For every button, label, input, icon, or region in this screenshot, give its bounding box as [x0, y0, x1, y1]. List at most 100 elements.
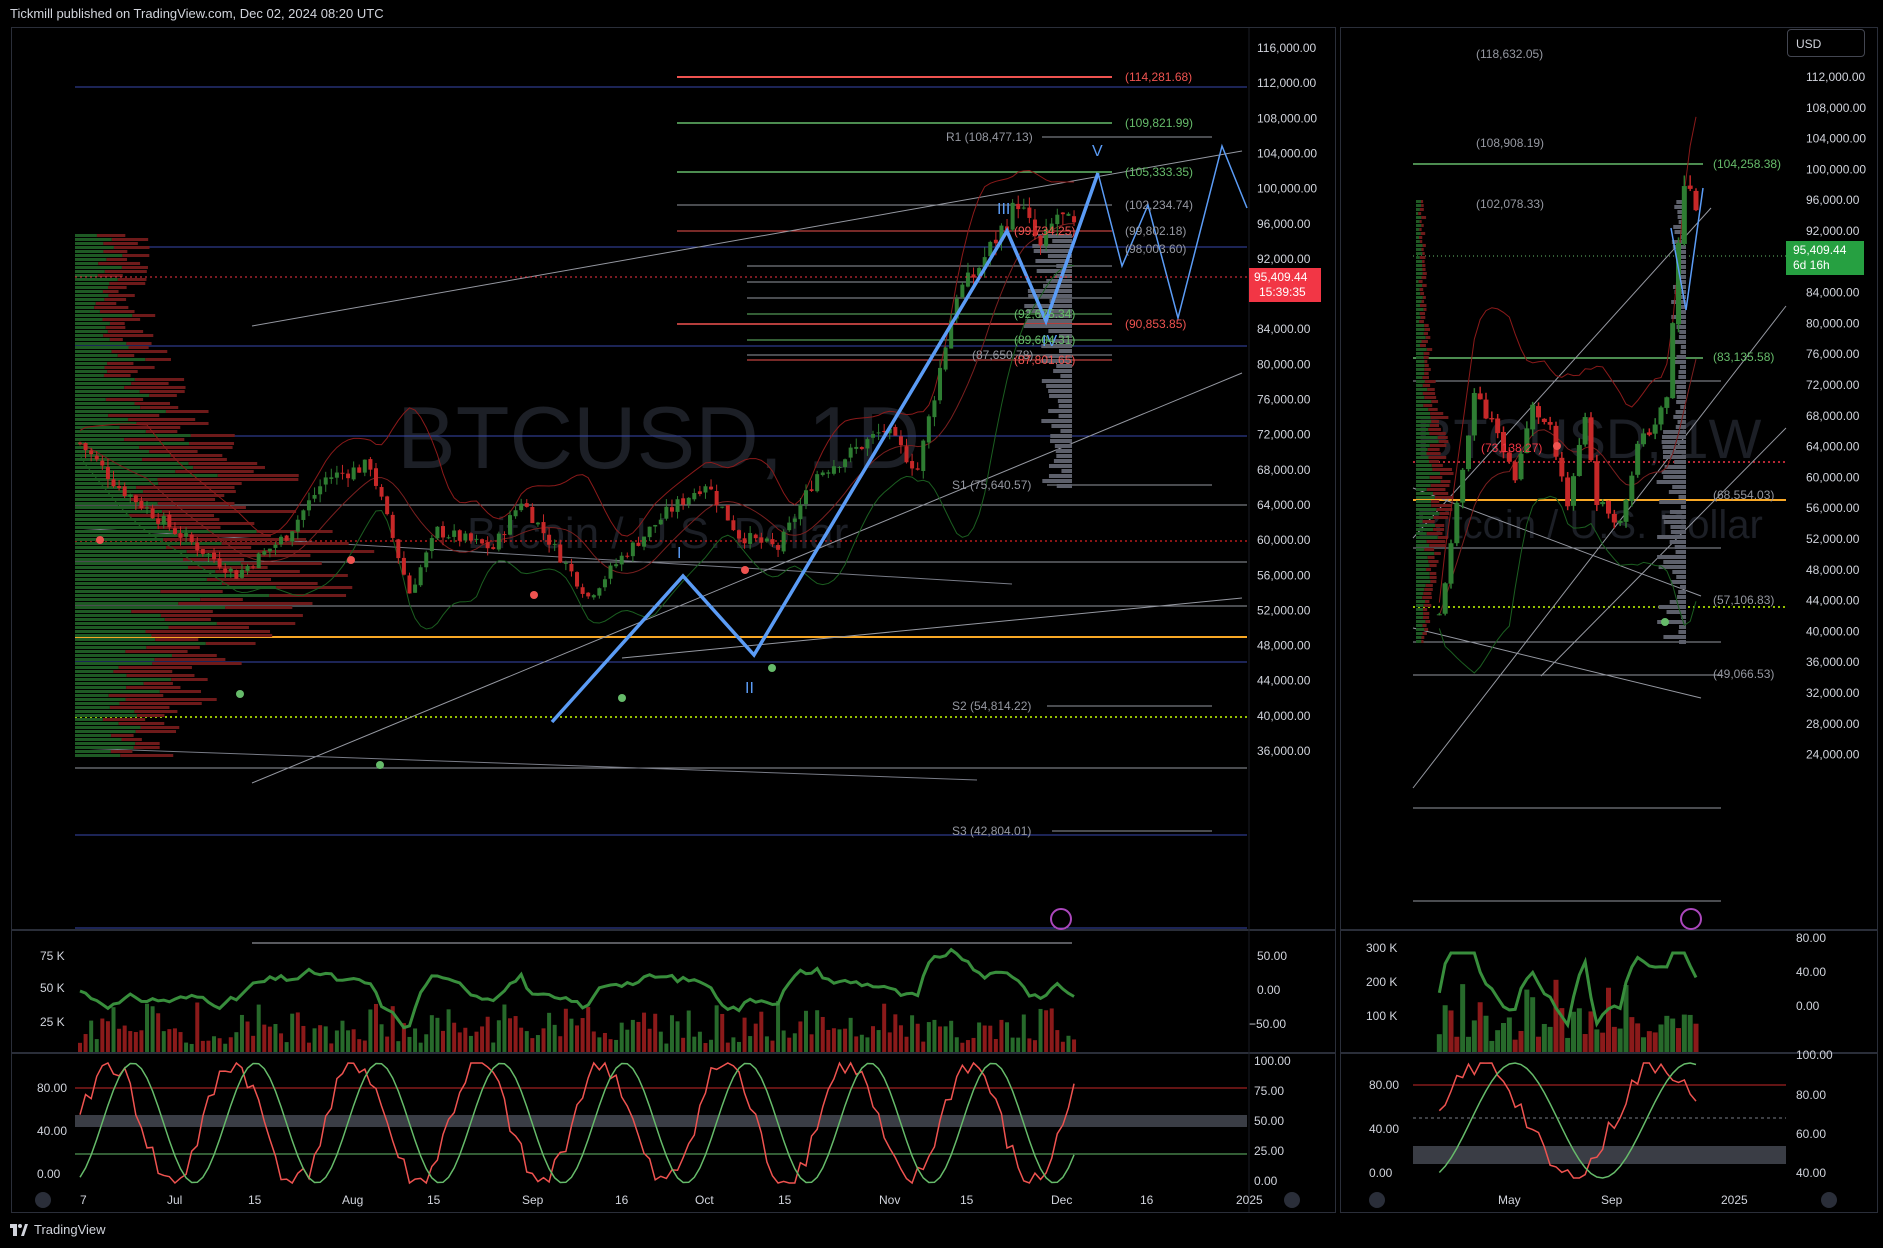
- left-session-vp-bar: [1025, 319, 1072, 323]
- left-vp-bar: [75, 594, 270, 597]
- left-volume-bar: [977, 1022, 982, 1052]
- right-chart-pane[interactable]: BTCUSD, 1W Bitcoin / U.S. Dollar (118,63…: [1340, 27, 1878, 1213]
- right-volume-bar: [1611, 1026, 1617, 1052]
- left-candle: [396, 539, 401, 559]
- right-vp-bar: [1416, 492, 1434, 495]
- left-vp-bar: [75, 750, 111, 753]
- right-vp-bar: [1422, 624, 1427, 627]
- left-candle: [809, 489, 814, 492]
- left-volume-bar: [882, 1003, 887, 1052]
- right-volume-bar: [1571, 1011, 1576, 1052]
- left-volume-bar: [457, 1032, 462, 1052]
- right-vp-bar: [1416, 248, 1422, 251]
- right-vp-bar: [1416, 356, 1424, 359]
- left-volume-bar: [569, 1018, 574, 1052]
- left-volume-bar: [251, 1035, 256, 1052]
- footer: TradingView: [10, 1222, 106, 1237]
- right-volume-bar: [1448, 1010, 1454, 1052]
- left-candle: [346, 473, 351, 479]
- left-vp-bar: [75, 470, 176, 473]
- svg-text:40.00: 40.00: [1796, 1166, 1826, 1180]
- right-vp-bar: [1416, 372, 1425, 375]
- right-time-tick: Sep: [1601, 1193, 1623, 1207]
- right-vp-bar: [1416, 548, 1425, 551]
- svg-text:200 K: 200 K: [1366, 975, 1397, 989]
- left-candle: [915, 468, 920, 470]
- left-volume-bar: [686, 1010, 691, 1052]
- right-volume-bar: [1617, 1028, 1623, 1052]
- left-candle: [938, 367, 943, 401]
- left-candle: [647, 526, 652, 538]
- left-volume-bar: [212, 1036, 217, 1052]
- right-vp-bar: [1416, 228, 1420, 231]
- left-chart-svg[interactable]: BTCUSD, 1D Bitcoin / U.S. Dollar: [12, 28, 1335, 1212]
- left-candle: [100, 460, 105, 466]
- right-time-axis[interactable]: May Sep 2025: [1498, 1193, 1748, 1207]
- left-vp-bar: [157, 478, 299, 481]
- left-candle: [145, 507, 150, 509]
- left-vp-bar: [200, 598, 243, 601]
- left-vp-bar: [133, 746, 160, 749]
- left-volume-bar: [848, 1017, 853, 1052]
- left-vp-bar: [95, 302, 117, 305]
- right-vp-bar: [1419, 256, 1426, 259]
- left-vp-bar: [75, 346, 129, 349]
- right-session-vp-bar: [1661, 440, 1686, 444]
- left-vp-bar: [165, 546, 252, 549]
- right-price-axis[interactable]: 112,000.00 108,000.00 104,000.00 100,000.00…: [1806, 70, 1866, 762]
- right-chart-svg[interactable]: BTCUSD, 1W Bitcoin / U.S. Dollar (118,63…: [1341, 28, 1877, 1212]
- wave-label-4: IV: [1042, 333, 1057, 350]
- left-lightning-icon[interactable]: [1050, 908, 1072, 930]
- right-z-button[interactable]: [1369, 1192, 1385, 1208]
- left-vp-bar: [146, 646, 200, 649]
- currency-selector[interactable]: USD: [1787, 29, 1865, 57]
- left-volume-bar: [949, 1020, 954, 1052]
- left-candle: [547, 534, 552, 545]
- right-vp-bar: [1416, 460, 1430, 463]
- left-time-axis[interactable]: 7 Jul 15 Aug 15 Sep 16 Oct 15 Nov 15 Dec 16 2025: [80, 1193, 1263, 1207]
- right-session-vp-bar: [1677, 210, 1686, 214]
- left-vp-bar: [75, 362, 108, 365]
- left-vp-bar: [160, 590, 223, 593]
- left-vp-bar: [75, 286, 109, 289]
- left-session-vp-bar: [1058, 334, 1072, 338]
- left-vp-bar: [75, 670, 114, 673]
- left-z-button[interactable]: [35, 1192, 51, 1208]
- svg-text:(90,853.85): (90,853.85): [1125, 317, 1186, 331]
- right-a-button[interactable]: [1821, 1192, 1837, 1208]
- left-volume-bar: [781, 1030, 786, 1052]
- left-a-button[interactable]: [1284, 1192, 1300, 1208]
- right-volume-bar: [1658, 1024, 1664, 1052]
- left-volume-bar: [871, 1026, 876, 1052]
- right-vp-bar: [1422, 520, 1435, 523]
- left-candle: [988, 241, 993, 257]
- right-vp-bar: [1424, 360, 1428, 363]
- left-vp-bar: [217, 474, 299, 477]
- right-lightning-icon[interactable]: [1680, 908, 1702, 930]
- left-chart-pane[interactable]: BTCUSD, 1D Bitcoin / U.S. Dollar: [11, 27, 1336, 1213]
- right-vp-bar: [1416, 388, 1428, 391]
- left-vp-bar: [103, 242, 138, 245]
- left-volume-bar: [200, 1040, 205, 1052]
- left-vp-bar: [75, 678, 172, 681]
- left-candle: [329, 477, 334, 479]
- left-price-axis[interactable]: 116,000.00 112,000.00 108,000.00 104,000.00…: [1257, 41, 1317, 758]
- left-candle: [725, 505, 730, 521]
- left-vp-bar: [75, 274, 98, 277]
- left-volume-bar: [172, 1028, 177, 1052]
- left-vp-bar: [190, 434, 235, 437]
- right-price-tick: 104,000.00: [1806, 132, 1866, 146]
- left-volume-bar: [714, 1005, 719, 1052]
- right-volume-bar: [1652, 1032, 1658, 1052]
- left-vp-bar: [102, 318, 141, 321]
- left-vp-bar: [75, 618, 165, 621]
- left-candle: [871, 434, 876, 438]
- left-time-tick: Jul: [167, 1193, 182, 1207]
- right-candle: [1611, 513, 1617, 523]
- right-rsi-line: [1437, 951, 1698, 1029]
- left-vp-bar: [75, 614, 161, 617]
- left-price-tick: 68,000.00: [1257, 463, 1311, 477]
- right-volume-bar: [1635, 1023, 1641, 1052]
- left-session-vp-bar: [1027, 289, 1072, 293]
- left-session-vp-bar: [1055, 449, 1072, 453]
